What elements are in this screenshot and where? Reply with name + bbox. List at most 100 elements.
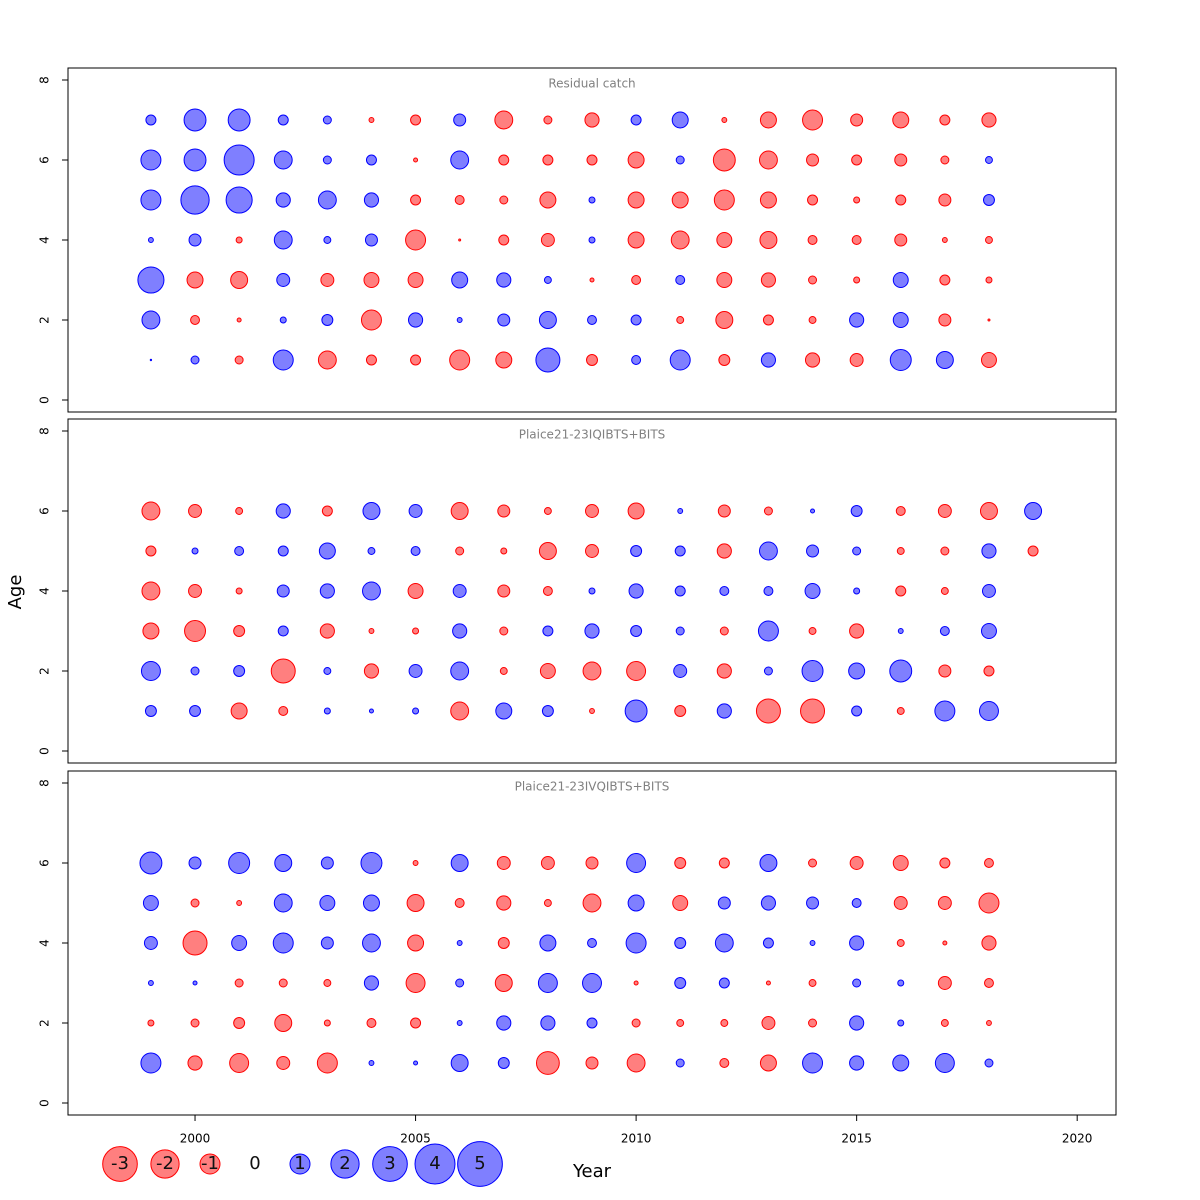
- residual-bubble: [537, 973, 558, 993]
- residual-bubble: [895, 506, 906, 516]
- residual-bubble: [938, 193, 952, 207]
- residual-bubble: [542, 586, 553, 596]
- residual-bubble: [408, 504, 423, 518]
- residual-bubble: [937, 976, 952, 990]
- residual-bubble: [454, 195, 465, 205]
- residual-bubble: [413, 157, 419, 163]
- legend-label: 4: [429, 1153, 440, 1174]
- residual-bubble: [449, 349, 471, 371]
- residual-bubble: [631, 1018, 641, 1028]
- legend-bubble: [289, 1153, 311, 1175]
- residual-bubble: [368, 708, 374, 714]
- residual-bubble: [316, 1052, 338, 1074]
- residual-bubble: [540, 233, 555, 247]
- residual-bubble: [892, 855, 909, 871]
- residual-bubble: [631, 275, 642, 285]
- residual-bubble: [494, 974, 513, 992]
- residual-bubble: [851, 898, 862, 908]
- residual-bubble: [763, 666, 773, 676]
- residual-bubble: [808, 275, 818, 285]
- residual-bubble: [410, 546, 421, 556]
- x-tick-label: 2000: [180, 1132, 211, 1146]
- residual-bubble: [317, 190, 337, 210]
- residual-bubble: [496, 856, 511, 870]
- residual-bubble: [675, 626, 685, 636]
- residual-bubble: [225, 186, 253, 214]
- residual-bubble: [142, 622, 160, 640]
- legend-bubble: [150, 1149, 180, 1179]
- residual-bubble: [715, 311, 734, 329]
- residual-bubble: [983, 665, 995, 677]
- residual-bubble: [807, 194, 819, 206]
- residual-bubble: [852, 978, 862, 988]
- residual-bubble: [978, 701, 999, 721]
- residual-bubble: [851, 154, 863, 166]
- residual-bubble: [410, 1017, 422, 1029]
- residual-bubble: [895, 585, 907, 597]
- residual-bubble: [757, 620, 779, 642]
- residual-bubble: [145, 545, 157, 557]
- residual-bubble: [540, 856, 555, 870]
- residual-bubble: [190, 898, 200, 908]
- residual-bubble: [234, 355, 244, 365]
- residual-bubble: [763, 586, 774, 596]
- residual-bubble: [230, 702, 248, 720]
- residual-bubble: [235, 236, 243, 244]
- residual-bubble: [627, 502, 645, 520]
- residual-bubble: [760, 352, 777, 368]
- residual-bubble: [410, 114, 422, 126]
- residual-bubble: [496, 1015, 512, 1031]
- residual-bubble: [806, 544, 820, 558]
- residual-bubble: [584, 623, 600, 639]
- residual-bubble: [276, 273, 291, 287]
- residual-bubble: [365, 354, 377, 366]
- residual-bubble: [673, 664, 688, 678]
- residual-bubble: [719, 1058, 730, 1068]
- residual-bubble: [230, 271, 249, 289]
- residual-bubble: [274, 1014, 293, 1032]
- residual-bubble: [851, 705, 863, 717]
- residual-bubble: [140, 661, 161, 681]
- residual-bubble: [497, 504, 511, 518]
- residual-bubble: [674, 545, 686, 557]
- residual-bubble: [412, 860, 419, 866]
- residual-bubble: [720, 1019, 729, 1027]
- residual-bubble: [412, 627, 420, 635]
- x-tick-label: 2005: [400, 1132, 431, 1146]
- residual-bubble: [674, 585, 686, 597]
- residual-bubble: [149, 358, 153, 362]
- residual-bubble: [809, 940, 816, 946]
- legend-label: 1: [294, 1153, 305, 1174]
- residual-bubble: [853, 196, 861, 204]
- residual-bubble: [761, 1016, 776, 1030]
- residual-bubble: [182, 930, 208, 956]
- residual-bubble: [849, 1055, 865, 1071]
- residual-bubble: [451, 271, 469, 289]
- residual-bubble: [630, 625, 643, 637]
- residual-bubble: [236, 900, 243, 906]
- residual-bubble: [413, 1060, 419, 1066]
- residual-bubble: [272, 349, 294, 371]
- residual-bubble: [853, 276, 861, 284]
- residual-bubble: [626, 853, 647, 873]
- residual-bubble: [183, 148, 207, 172]
- residual-bubble: [277, 545, 289, 557]
- residual-bubble: [142, 895, 159, 911]
- residual-bubble: [410, 354, 422, 366]
- residual-bubble: [589, 708, 595, 714]
- residual-bubble: [934, 1053, 955, 1073]
- legend-label: 3: [384, 1153, 395, 1174]
- residual-bubble: [366, 1018, 377, 1028]
- residual-bubble: [321, 505, 333, 517]
- residual-bubble: [323, 979, 332, 987]
- y-tick-label: 0: [38, 1099, 52, 1107]
- legend-label: -3: [111, 1153, 129, 1174]
- residual-bubble: [939, 114, 951, 126]
- residual-bubble: [892, 1054, 910, 1072]
- residual-bubble: [758, 150, 778, 170]
- residual-bubble: [848, 662, 866, 680]
- residual-bubble: [624, 699, 648, 723]
- residual-bubble: [406, 894, 425, 912]
- residual-bubble: [367, 547, 376, 555]
- residual-bubble: [625, 932, 647, 954]
